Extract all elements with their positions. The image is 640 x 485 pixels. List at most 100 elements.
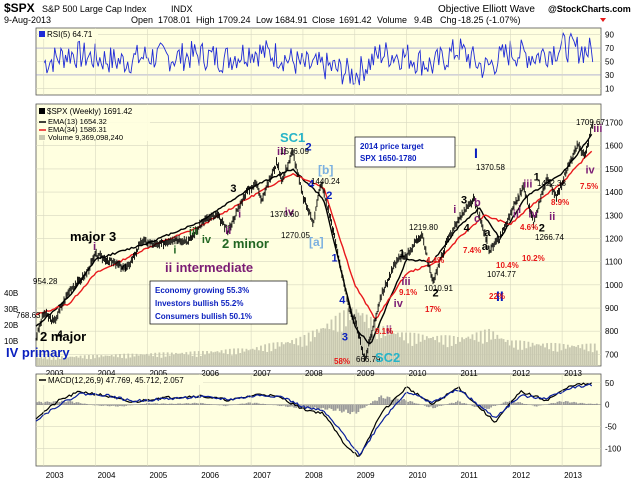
- macd-histogram-bar: [442, 404, 445, 406]
- macd-histogram-bar: [46, 401, 49, 405]
- wave-count-marker: i: [173, 245, 176, 257]
- price-tick-label: 1600: [605, 142, 623, 151]
- macd-histogram-bar: [129, 404, 132, 406]
- x-tick-label-mid: 2005: [149, 369, 167, 378]
- macd-histogram-bar: [577, 403, 580, 405]
- macd-histogram-bar: [539, 404, 542, 406]
- macd-histogram-bar: [276, 404, 279, 406]
- volume-bar: [255, 347, 258, 366]
- pct-label-10-2: 10.2%: [522, 254, 545, 263]
- volume-bar: [268, 343, 271, 366]
- macd-legend-bg: [38, 375, 203, 385]
- macd-histogram-bar: [253, 402, 256, 405]
- volume-tick-label: 20B: [4, 321, 18, 330]
- price-label-954: 954.28: [33, 277, 58, 286]
- volume-bar: [131, 353, 134, 366]
- volume-bar: [444, 335, 447, 366]
- macd-tick-label: -50: [605, 423, 617, 432]
- x-tick-label-mid: 2013: [564, 369, 582, 378]
- macd-histogram-bar: [537, 404, 540, 406]
- volume-bar: [477, 341, 480, 366]
- price-tick-label: 1100: [605, 258, 623, 267]
- volume-bar: [390, 331, 393, 366]
- volume-bar: [380, 338, 383, 366]
- macd-histogram-bar: [340, 404, 343, 413]
- volume-bar: [508, 345, 511, 366]
- x-tick-label-mid: 2011: [460, 369, 478, 378]
- volume-bar: [249, 349, 252, 366]
- volume-bar: [102, 356, 105, 366]
- macd-histogram-bar: [179, 403, 182, 405]
- price-label-1266: 1266.74: [535, 233, 564, 242]
- volume-value: 9.4B: [414, 15, 433, 25]
- macd-histogram-bar: [361, 404, 364, 409]
- volume-bar: [461, 337, 463, 366]
- macd-histogram-bar: [552, 402, 555, 405]
- volume-bar: [473, 340, 476, 366]
- macd-histogram-bar: [208, 403, 211, 405]
- volume-bar: [483, 329, 486, 366]
- volume-bar: [587, 351, 590, 366]
- macd-histogram-bar: [119, 404, 121, 407]
- macd-histogram-bar: [573, 401, 575, 405]
- volume-bar: [351, 307, 354, 366]
- macd-histogram-bar: [255, 402, 258, 405]
- volume-bar: [210, 351, 213, 366]
- volume-bar: [85, 358, 88, 366]
- volume-bar: [233, 348, 235, 366]
- wave-count-marker: b: [474, 197, 481, 209]
- macd-histogram-bar: [177, 403, 179, 405]
- macd-histogram-bar: [172, 403, 175, 405]
- chg-value: -18.25 (-1.07%): [458, 15, 521, 25]
- volume-bar: [415, 343, 418, 366]
- macd-histogram-bar: [100, 404, 103, 406]
- macd-histogram-bar: [471, 404, 474, 407]
- macd-histogram-bar: [193, 402, 196, 405]
- macd-histogram-bar: [357, 404, 360, 412]
- macd-histogram-bar: [432, 404, 434, 409]
- macd-histogram-bar: [550, 403, 553, 405]
- macd-histogram-bar: [425, 404, 428, 407]
- macd-histogram-bar: [75, 402, 78, 405]
- macd-histogram-bar: [409, 401, 412, 405]
- volume-bar: [504, 341, 507, 366]
- wave-label-sc1: SC1: [280, 130, 305, 145]
- wave-count-marker: 4: [57, 329, 64, 341]
- volume-bar: [363, 321, 366, 366]
- rsi-tick-label: 90: [605, 31, 614, 40]
- macd-histogram-bar: [195, 403, 198, 405]
- wave-count-marker: 1: [331, 253, 337, 265]
- macd-histogram-bar: [156, 403, 159, 405]
- volume-bar: [500, 338, 503, 366]
- price-panel: [35, 103, 602, 367]
- volume-bar: [119, 354, 121, 366]
- price-legend-swatch: [39, 108, 45, 114]
- price-label-1370b: 1370.58: [476, 163, 505, 172]
- macd-histogram-bar: [579, 402, 582, 405]
- macd-histogram-bar: [581, 402, 584, 405]
- macd-histogram-bar: [251, 403, 254, 405]
- volume-bar: [150, 353, 152, 366]
- volume-bar: [550, 342, 553, 366]
- volume-bar: [46, 359, 49, 366]
- wave-count-marker: 3: [461, 195, 467, 207]
- macd-histogram-bar: [322, 404, 325, 408]
- x-tick-label-bottom: 2004: [98, 471, 116, 480]
- wave-count-marker: iii: [523, 178, 532, 190]
- volume-bar: [56, 356, 59, 366]
- wave-label-major-3: major 3: [70, 229, 116, 244]
- volume-bar: [515, 340, 517, 366]
- macd-histogram-bar: [92, 404, 94, 406]
- volume-bar: [87, 354, 90, 366]
- source-name: Objective Elliott Wave: [438, 4, 535, 15]
- x-tick-label-bottom: 2008: [305, 471, 323, 480]
- macd-histogram-bar: [73, 402, 76, 405]
- macd-histogram-bar: [98, 404, 101, 406]
- macd-histogram-bar: [413, 402, 416, 405]
- volume-bar: [206, 351, 208, 366]
- x-tick-label-bottom: 2006: [201, 471, 219, 480]
- macd-histogram-bar: [372, 401, 374, 405]
- macd-histogram-bar: [282, 404, 285, 406]
- volume-bar: [63, 358, 65, 366]
- volume-bar: [438, 342, 441, 366]
